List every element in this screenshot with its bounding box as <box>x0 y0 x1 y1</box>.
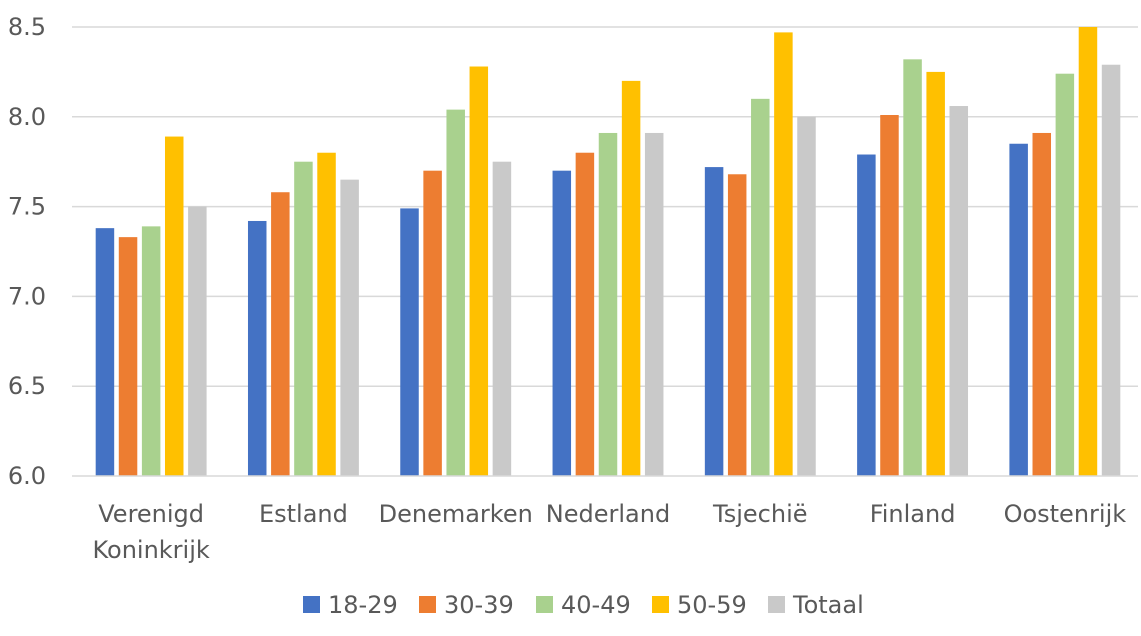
bar-30-39-5 <box>880 115 899 476</box>
bar-totaal-6 <box>1101 64 1121 476</box>
legend-swatch <box>419 596 436 613</box>
bar-50-59-3 <box>621 80 641 476</box>
legend-item: 30-39 <box>419 591 514 619</box>
x-category-label: Denemarken <box>379 500 533 528</box>
legend-item: 18-29 <box>303 591 398 619</box>
legend-label: 18-29 <box>328 591 398 619</box>
bar-40-49-4 <box>751 98 770 476</box>
y-axis-ticks: 6.0 6.5 7.0 7.5 8.0 8.5 <box>8 13 46 490</box>
bar-30-39-2 <box>423 170 442 476</box>
bars <box>95 27 1121 477</box>
legend-item: Totaal <box>768 591 864 619</box>
bar-totaal-5 <box>949 106 969 477</box>
bar-40-49-0 <box>141 226 161 476</box>
y-tick-label: 8.0 <box>8 103 46 131</box>
legend-swatch <box>303 596 320 613</box>
bar-30-39-0 <box>118 237 138 476</box>
bar-50-59-5 <box>926 71 945 477</box>
bar-totaal-0 <box>188 206 207 476</box>
bar-totaal-2 <box>492 161 512 476</box>
x-category-label: Oostenrijk <box>1004 500 1127 528</box>
bar-18-29-6 <box>1009 143 1028 477</box>
legend-label: 40-49 <box>561 591 631 619</box>
x-category-label: Nederland <box>546 500 670 528</box>
bar-totaal-1 <box>340 179 359 476</box>
bar-30-39-3 <box>575 152 595 476</box>
legend-swatch <box>536 596 553 613</box>
bar-50-59-4 <box>774 32 793 476</box>
legend-label: Totaal <box>792 591 864 619</box>
y-tick-label: 6.0 <box>8 462 46 490</box>
bar-40-49-3 <box>598 132 618 476</box>
bar-40-49-5 <box>903 59 922 476</box>
legend-label: 50-59 <box>677 591 747 619</box>
legend-swatch <box>652 596 669 613</box>
x-axis-labels: Verenigd Koninkrijk Estland Denemarken Neder… <box>92 500 1126 564</box>
bar-50-59-1 <box>317 152 336 476</box>
bar-18-29-3 <box>552 170 572 476</box>
bar-18-29-1 <box>247 220 267 476</box>
bar-50-59-0 <box>164 136 184 476</box>
x-category-label: Tsjechië <box>712 500 807 528</box>
bar-40-49-1 <box>294 161 313 476</box>
legend-item: 40-49 <box>536 591 631 619</box>
legend-swatch <box>768 596 785 613</box>
bar-30-39-1 <box>271 192 290 477</box>
legend-item: 50-59 <box>652 591 747 619</box>
x-category-label: Verenigd Koninkrijk <box>92 500 209 564</box>
y-tick-label: 8.5 <box>8 13 46 41</box>
legend: 18-29 30-39 40-49 50-59 Totaal <box>303 591 864 619</box>
bar-18-29-0 <box>95 228 115 476</box>
legend-label: 30-39 <box>444 591 514 619</box>
bar-50-59-6 <box>1078 27 1098 476</box>
bar-18-29-5 <box>857 154 876 476</box>
bar-18-29-2 <box>400 208 419 476</box>
bar-totaal-3 <box>644 132 664 476</box>
bar-18-29-4 <box>704 167 724 476</box>
y-tick-label: 6.5 <box>8 372 46 400</box>
bar-50-59-2 <box>469 66 489 476</box>
y-tick-label: 7.5 <box>8 193 46 221</box>
bar-40-49-6 <box>1055 73 1075 476</box>
x-category-label: Finland <box>870 500 956 528</box>
x-category-label: Estland <box>259 500 348 528</box>
bar-30-39-4 <box>727 174 747 476</box>
y-tick-label: 7.0 <box>8 282 46 310</box>
bar-totaal-4 <box>797 116 816 477</box>
bar-40-49-2 <box>446 109 465 477</box>
bar-30-39-6 <box>1032 132 1052 476</box>
